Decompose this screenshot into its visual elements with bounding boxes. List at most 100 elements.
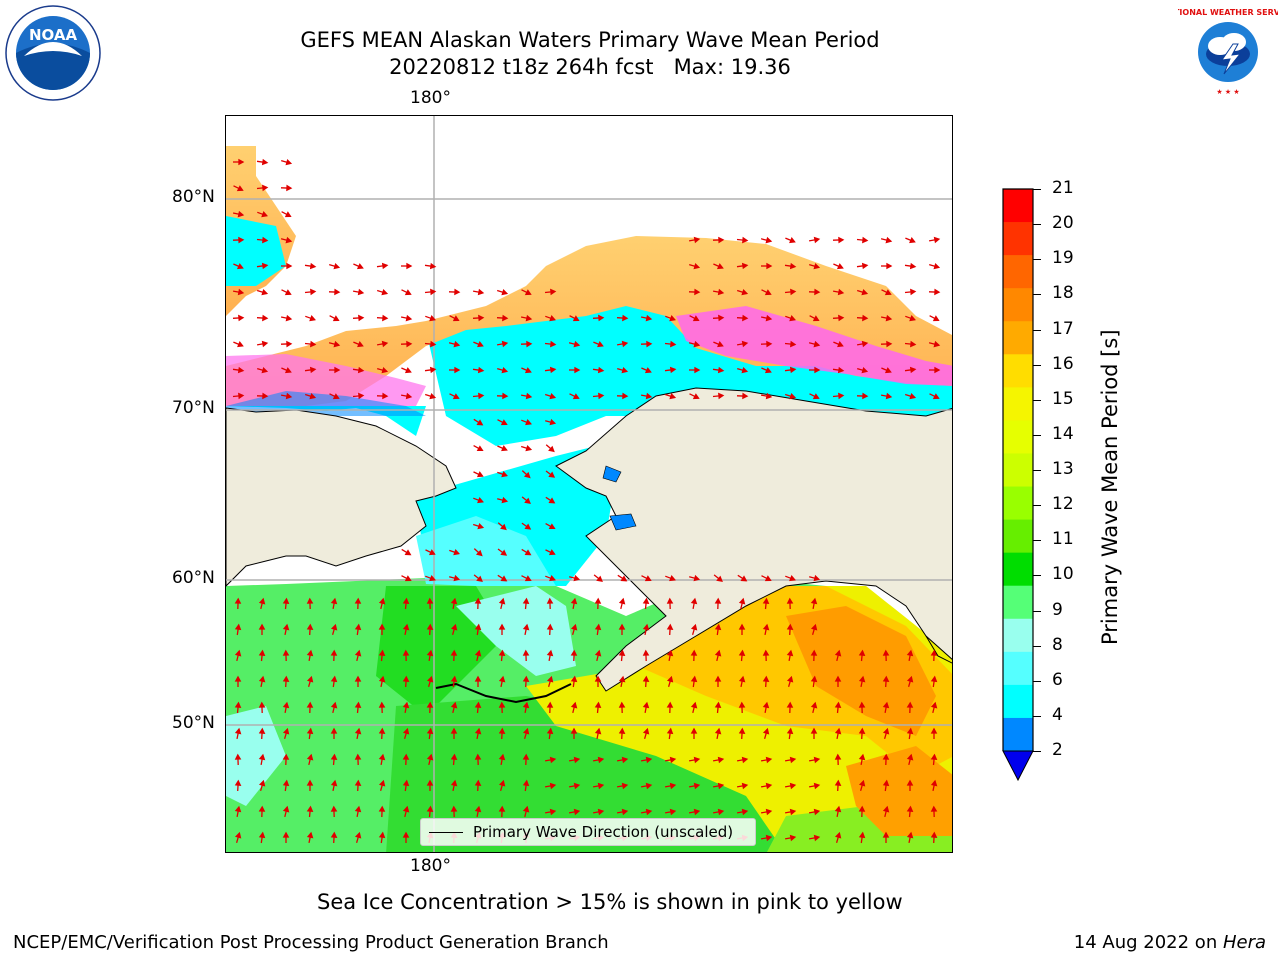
wave-arrow-head bbox=[282, 753, 290, 760]
wave-arrow-head bbox=[669, 808, 677, 816]
wave-arrow-head bbox=[234, 701, 242, 708]
wave-arrow-head bbox=[382, 314, 389, 322]
wave-arrow-head bbox=[548, 471, 556, 478]
wave-arrow-head bbox=[766, 340, 773, 348]
wave-arrow-head bbox=[450, 623, 458, 631]
wave-arrow-head bbox=[885, 236, 893, 244]
wave-arrow-head bbox=[642, 675, 650, 682]
wave-arrow-head bbox=[426, 753, 434, 761]
wave-arrow-head bbox=[858, 727, 866, 734]
sea-ice-band bbox=[226, 236, 952, 406]
wave-arrow-head bbox=[306, 649, 314, 657]
wave-arrow-head bbox=[261, 340, 269, 348]
wave-arrow-head bbox=[642, 701, 650, 709]
wave-arrow-head bbox=[258, 727, 266, 734]
wave-arrow-head bbox=[738, 623, 746, 630]
colorbar-tick-mark bbox=[1033, 294, 1041, 296]
wave-arrow-head bbox=[548, 445, 555, 453]
wave-arrow-head bbox=[306, 727, 314, 735]
wave-arrow-head bbox=[358, 314, 365, 322]
wave-arrow-head bbox=[234, 649, 242, 657]
wave-arrow-head bbox=[498, 805, 506, 812]
wave-arrow-head bbox=[430, 288, 437, 296]
wave-arrow-head bbox=[334, 366, 341, 374]
wave-arrow-head bbox=[597, 366, 605, 374]
wave-arrow-head bbox=[813, 808, 821, 816]
wave-arrow-head bbox=[549, 366, 557, 374]
wave-arrow-head bbox=[477, 366, 485, 374]
wave-arrow-head bbox=[882, 753, 890, 760]
wave-arrow-head bbox=[258, 805, 266, 812]
wave-arrow-head bbox=[906, 779, 914, 786]
wave-arrow-head bbox=[429, 315, 436, 322]
wave-arrow-head bbox=[573, 574, 581, 582]
colorbar-swatch bbox=[1003, 717, 1033, 752]
wave-arrow-head bbox=[402, 727, 410, 735]
colorbar-tick-mark bbox=[1033, 399, 1041, 401]
wave-arrow-head bbox=[764, 289, 772, 296]
lat-label-80: 80°N bbox=[172, 187, 215, 207]
wave-arrow-head bbox=[789, 237, 796, 244]
wave-arrow-head bbox=[884, 289, 892, 296]
wave-arrow-head bbox=[474, 649, 482, 657]
wave-arrow-head bbox=[285, 314, 293, 322]
wave-arrow-head bbox=[762, 727, 770, 735]
wave-arrow-head bbox=[644, 575, 652, 582]
wave-arrow-head bbox=[284, 211, 292, 218]
wave-arrow-head bbox=[666, 597, 674, 604]
wave-arrow-head bbox=[570, 597, 578, 605]
wave-arrow-head bbox=[906, 831, 914, 839]
wave-arrow-head bbox=[882, 831, 890, 838]
colorbar-tick-mark bbox=[1033, 434, 1041, 436]
wave-arrow-head bbox=[858, 753, 866, 761]
wave-arrow-head bbox=[430, 340, 437, 348]
colorbar-tick-mark bbox=[1033, 329, 1041, 331]
wave-arrow-head bbox=[790, 288, 797, 296]
wave-arrow-head bbox=[693, 808, 701, 816]
wave-arrow-head bbox=[597, 782, 605, 790]
wave-arrow-head bbox=[765, 392, 773, 400]
wave-arrow-head bbox=[573, 756, 581, 764]
wave-arrow-head bbox=[261, 158, 269, 166]
wave-arrow-head bbox=[501, 470, 508, 478]
wave-arrow-head bbox=[742, 392, 749, 400]
wave-arrow-head bbox=[645, 756, 653, 764]
colorbar-tick-mark bbox=[1033, 575, 1041, 577]
colorbar-tick-label: 10 bbox=[1052, 564, 1074, 585]
wave-arrow-head bbox=[930, 727, 938, 734]
wave-arrow-head bbox=[478, 392, 485, 400]
wave-arrow-head bbox=[354, 649, 362, 657]
wave-arrow-head bbox=[453, 574, 461, 582]
wave-arrow-head bbox=[309, 315, 316, 322]
wave-arrow-head bbox=[598, 314, 605, 322]
map-gridlines bbox=[226, 116, 952, 852]
wave-arrow-head bbox=[501, 445, 508, 452]
wave-arrow-head bbox=[597, 341, 604, 348]
wave-arrow-head bbox=[594, 597, 602, 604]
wave-arrow-head bbox=[812, 315, 820, 322]
wave-arrow-head bbox=[741, 756, 749, 764]
wave-arrow-head bbox=[238, 158, 245, 166]
wave-arrow-head bbox=[910, 288, 917, 296]
wave-arrow-head bbox=[764, 367, 772, 374]
wave-arrow-head bbox=[404, 289, 412, 296]
colorbar-swatch bbox=[1003, 486, 1033, 521]
lon-label-top: 180° bbox=[410, 88, 451, 108]
sea-ice-note: Sea Ice Concentration > 15% is shown in … bbox=[317, 890, 903, 914]
wave-arrow-head bbox=[741, 262, 749, 270]
colorbar bbox=[1002, 188, 1038, 788]
wave-arrow-head bbox=[522, 805, 530, 813]
wave-arrow-head bbox=[354, 805, 362, 813]
colorbar-swatch bbox=[1003, 354, 1033, 388]
wave-arrow-head bbox=[786, 701, 794, 708]
wave-arrow-head bbox=[330, 779, 338, 787]
wave-arrow-head bbox=[666, 727, 674, 735]
colorbar-swatch bbox=[1003, 255, 1033, 289]
wave-arrow-head bbox=[618, 597, 626, 605]
wave-arrow-head bbox=[666, 623, 674, 630]
bering-cyan-light bbox=[416, 516, 556, 586]
wave-arrow-head bbox=[738, 649, 746, 656]
wave-arrow-head bbox=[262, 236, 269, 244]
wave-arrow-head bbox=[549, 392, 557, 400]
wave-arrow-head bbox=[810, 623, 818, 631]
